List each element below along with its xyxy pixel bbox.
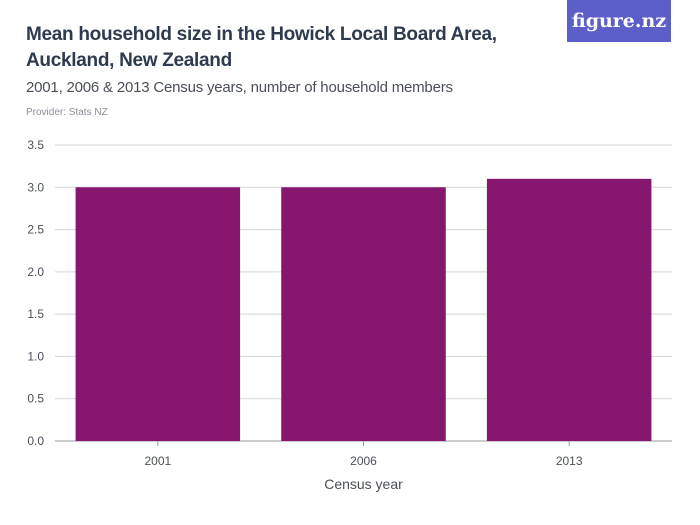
x-axis-ticks: 2001 2006 2013 <box>144 441 583 468</box>
y-tick-label: 0.0 <box>27 434 44 448</box>
x-tick-label: 2013 <box>556 454 583 468</box>
y-tick-label: 0.5 <box>27 392 44 406</box>
figure-nz-logo[interactable]: figure.nz <box>567 0 671 42</box>
bar-2001[interactable] <box>75 187 241 441</box>
x-axis-title: Census year <box>324 476 403 492</box>
x-tick-label: 2001 <box>144 454 171 468</box>
y-tick-label: 1.5 <box>27 307 44 321</box>
y-axis-ticks: 0.0 0.5 1.0 1.5 2.0 2.5 3.0 3.5 <box>27 138 44 448</box>
y-tick-label: 2.0 <box>27 265 44 279</box>
y-tick-label: 2.5 <box>27 223 44 237</box>
y-tick-label: 3.0 <box>27 180 44 194</box>
chart-subtitle: 2001, 2006 & 2013 Census years, number o… <box>26 79 453 96</box>
bar-2006[interactable] <box>281 187 446 441</box>
bar-2013[interactable] <box>486 178 652 442</box>
y-tick-label: 1.0 <box>27 349 44 363</box>
x-tick-label: 2006 <box>350 454 377 468</box>
y-tick-label: 3.5 <box>27 138 44 152</box>
provider-credit: Provider: Stats NZ <box>26 107 108 118</box>
bars <box>75 178 652 442</box>
chart-title: Mean household size in the Howick Local … <box>26 24 497 71</box>
